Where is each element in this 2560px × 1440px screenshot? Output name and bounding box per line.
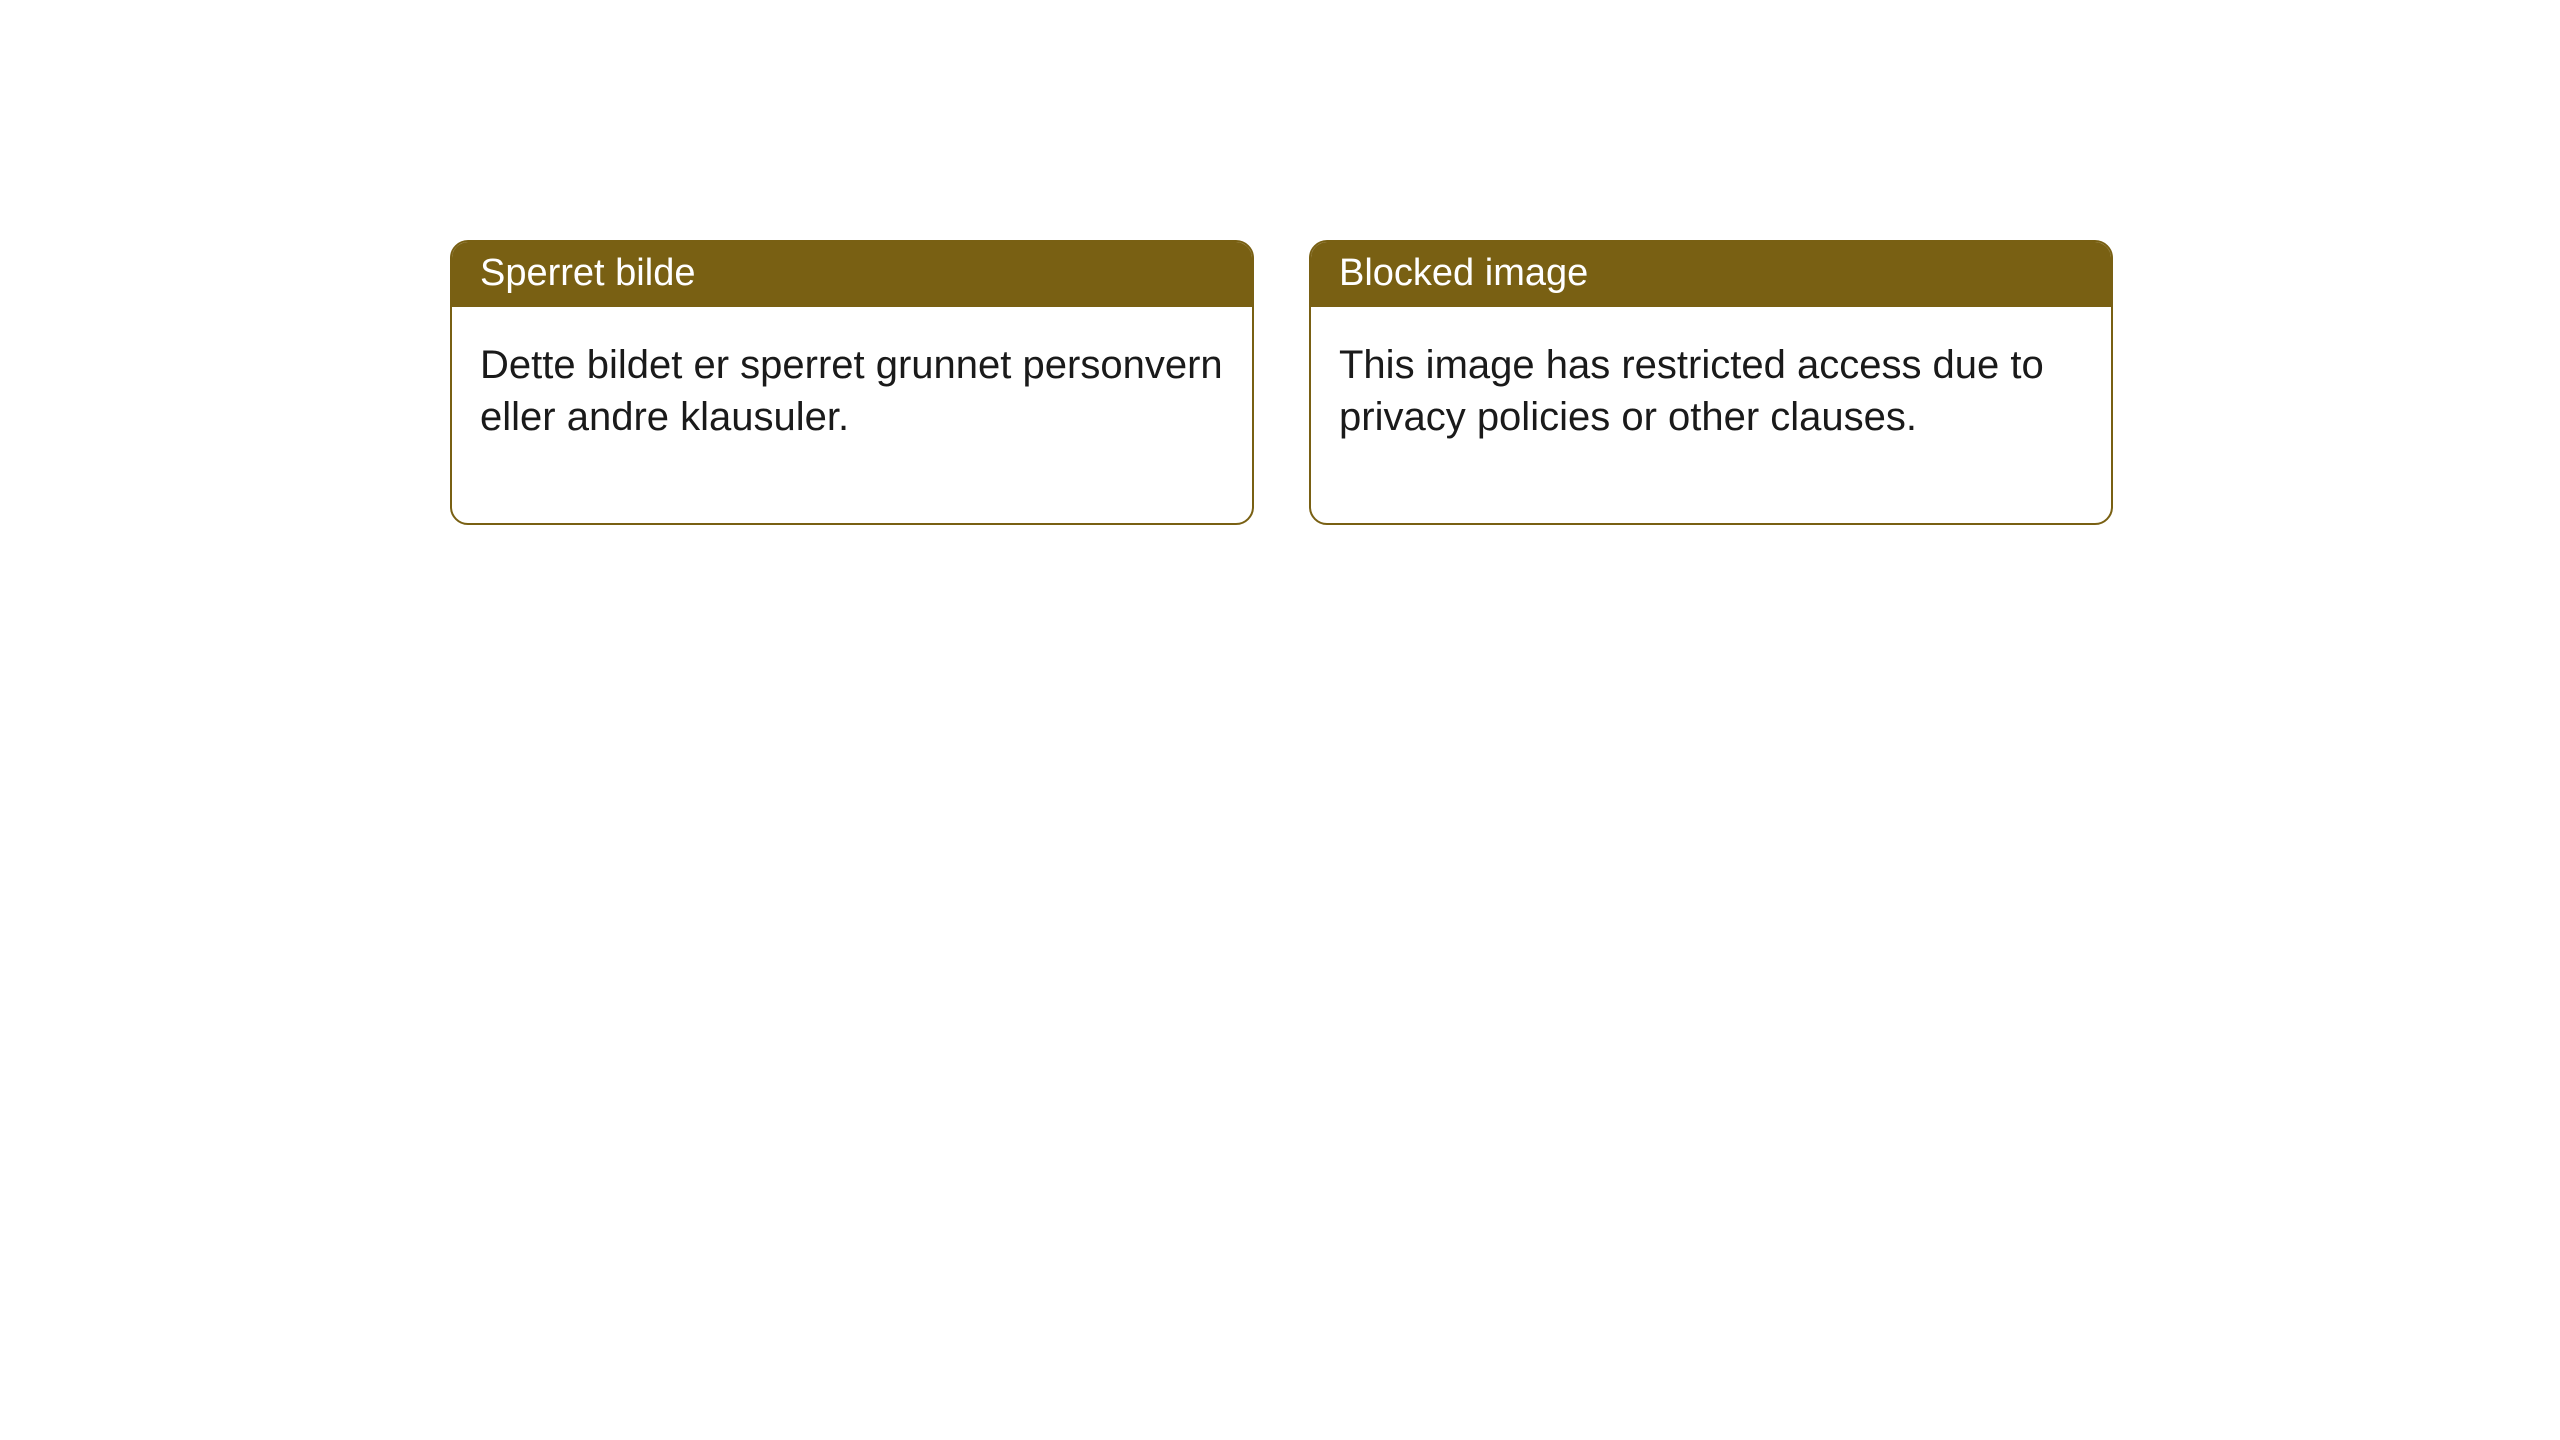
blocked-image-card-en: Blocked image This image has restricted … — [1309, 240, 2113, 525]
card-body: Dette bildet er sperret grunnet personve… — [452, 307, 1252, 523]
card-message: This image has restricted access due to … — [1339, 343, 2044, 439]
card-header: Sperret bilde — [452, 242, 1252, 307]
card-title: Blocked image — [1339, 252, 1588, 294]
card-message: Dette bildet er sperret grunnet personve… — [480, 343, 1223, 439]
card-title: Sperret bilde — [480, 252, 695, 294]
card-header: Blocked image — [1311, 242, 2111, 307]
notice-container: Sperret bilde Dette bildet er sperret gr… — [450, 240, 2113, 525]
card-body: This image has restricted access due to … — [1311, 307, 2111, 523]
blocked-image-card-no: Sperret bilde Dette bildet er sperret gr… — [450, 240, 1254, 525]
